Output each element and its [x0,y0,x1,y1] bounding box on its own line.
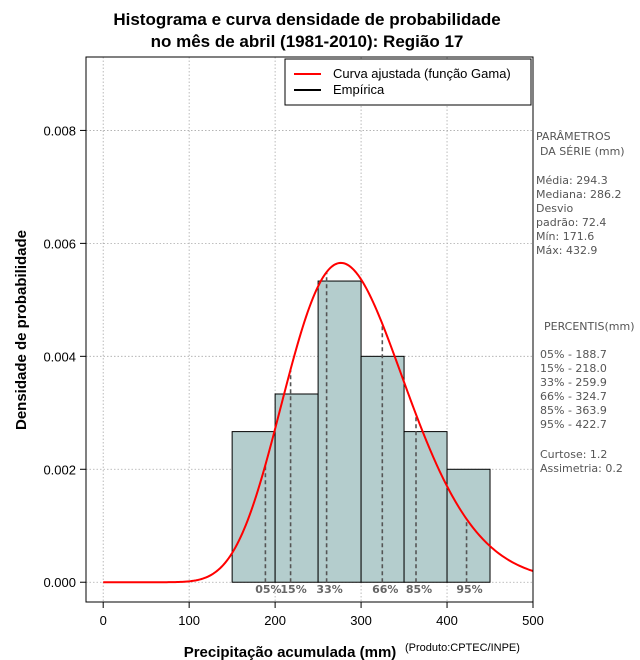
x-tick-label: 200 [264,613,286,628]
legend-label-curve: Curva ajustada (função Gama) [333,66,511,81]
stat-p85: 85% - 363.9 [540,404,607,417]
axis-layer: 0 100 200 300 400 500 0.000 0.002 0.004 0.006 0.00… [43,123,543,628]
percentile-label: 05% [255,583,281,596]
stat-min: Mín: 171.6 [536,230,594,243]
legend-label-empirical: Empírica [333,82,385,97]
stat-p33: 33% - 259.9 [540,376,607,389]
histogram-bar [403,431,448,583]
plot-frame [85,56,534,603]
stat-p66: 66% - 324.7 [540,390,607,403]
stat-p95: 95% - 422.7 [540,418,607,431]
chart-title-line1: Histograma e curva densidade de probabil… [113,10,500,29]
y-tick-label: 0.000 [43,575,76,590]
stat-max: Máx: 432.9 [536,244,597,257]
fitted-curve-layer [103,261,534,584]
stat-desvio-line2: padrão: 72.4 [536,216,606,229]
percentile-label: 85% [406,583,432,596]
stat-curtose: Curtose: 1.2 [540,448,607,461]
stat-p15: 15% - 218.0 [540,362,607,375]
credit-label: (Produto:CPTEC/INPE) [405,642,520,654]
legend-box [284,58,532,106]
percentis-title: PERCENTIS(mm) [544,320,635,333]
stats-panel: PARÂMETROS DA SÉRIE (mm) Média: 294.3 Me… [536,130,635,475]
stat-assimetria: Assimetria: 0.2 [540,462,623,475]
y-tick-label: 0.004 [43,349,76,364]
y-tick-label: 0.002 [43,462,76,477]
histogram-bar [317,280,362,583]
percentile-lines-layer [264,272,468,583]
percentile-label: 15% [280,583,306,596]
y-axis-label: Densidade de probabilidade [13,230,30,430]
histogram-bar [274,393,319,583]
fitted-gamma-curve [103,261,534,584]
stat-p05: 05% - 188.7 [540,348,607,361]
chart-title-line2: no mês de abril (1981-2010): Região 17 [151,32,464,51]
x-tick-label: 400 [436,613,458,628]
percentile-label: 66% [372,583,398,596]
bars-layer [231,280,491,583]
percentile-label: 33% [316,583,342,596]
params-title-line1: PARÂMETROS [536,130,611,143]
y-tick-label: 0.008 [43,123,76,138]
x-tick-label: 300 [350,613,372,628]
percentile-labels-layer: 05%15% 33% 66% 85% 95% [255,583,482,596]
x-tick-label: 100 [178,613,200,628]
x-tick-label: 500 [522,613,544,628]
percentile-label: 95% [456,583,482,596]
params-title-line2: DA SÉRIE (mm) [540,145,625,158]
legend: Curva ajustada (função Gama) Empírica [284,58,532,106]
stat-desvio-line1: Desvio [536,202,574,215]
histogram-bar [446,468,491,583]
stat-mediana: Mediana: 286.2 [536,188,621,201]
y-tick-label: 0.006 [43,236,76,251]
x-tick-label: 0 [100,613,107,628]
stat-media: Média: 294.3 [536,174,608,187]
x-axis-label: Precipitação acumulada (mm) [184,644,397,660]
